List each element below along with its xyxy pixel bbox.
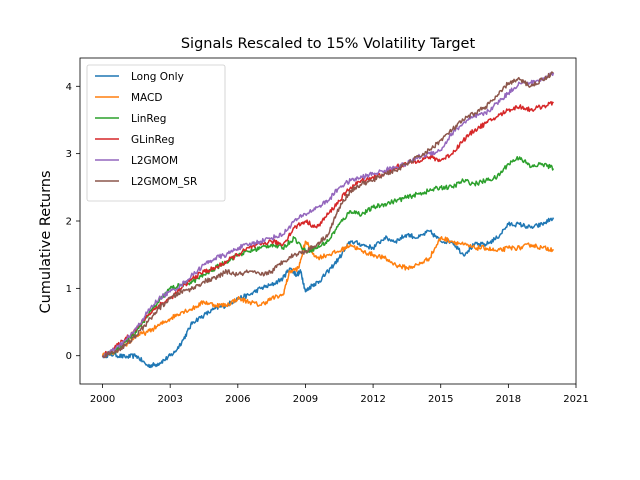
legend-label: L2GMOM: [131, 155, 178, 167]
series-line-glinreg: [101, 100, 555, 358]
y-tick-label: 1: [66, 284, 72, 295]
x-tick-label: 2012: [360, 394, 385, 405]
x-tick-label: 2000: [90, 394, 115, 405]
series-line-macd: [101, 236, 555, 359]
legend-label: MACD: [131, 92, 162, 104]
series-line-linreg: [101, 155, 555, 358]
y-tick-label: 2: [66, 217, 72, 228]
series-line-l2gmom-sr: [101, 71, 554, 359]
legend-label: Long Only: [131, 71, 184, 83]
legend-box: [86, 64, 226, 202]
x-tick-label: 2009: [293, 394, 318, 405]
y-tick-label: 3: [66, 149, 72, 160]
x-axis: 2000 2003 2006 2009 2012 2015 2018 2021: [90, 384, 589, 405]
series-line-long-only: [101, 217, 555, 369]
x-tick-label: 2003: [157, 394, 182, 405]
legend-label: GLinReg: [131, 134, 175, 146]
x-tick-label: 2021: [563, 394, 588, 405]
y-axis-label: Cumulative Returns: [38, 170, 54, 313]
series-layer: [101, 71, 555, 369]
y-tick-label: 0: [66, 351, 72, 362]
series-line-l2gmom: [101, 72, 555, 359]
y-tick-label: 4: [66, 82, 72, 93]
chart-title: Signals Rescaled to 15% Volatility Targe…: [181, 36, 476, 52]
x-tick-label: 2006: [225, 394, 250, 405]
x-tick-label: 2018: [496, 394, 521, 405]
x-tick-label: 2015: [428, 394, 453, 405]
legend-label: L2GMOM_SR: [131, 176, 197, 188]
legend-label: LinReg: [131, 113, 166, 125]
legend: Long Only MACD LinReg GLinReg L2GMOM L2GMOM_S…: [86, 64, 226, 202]
y-axis: 0 1 2 3 4: [66, 82, 80, 362]
